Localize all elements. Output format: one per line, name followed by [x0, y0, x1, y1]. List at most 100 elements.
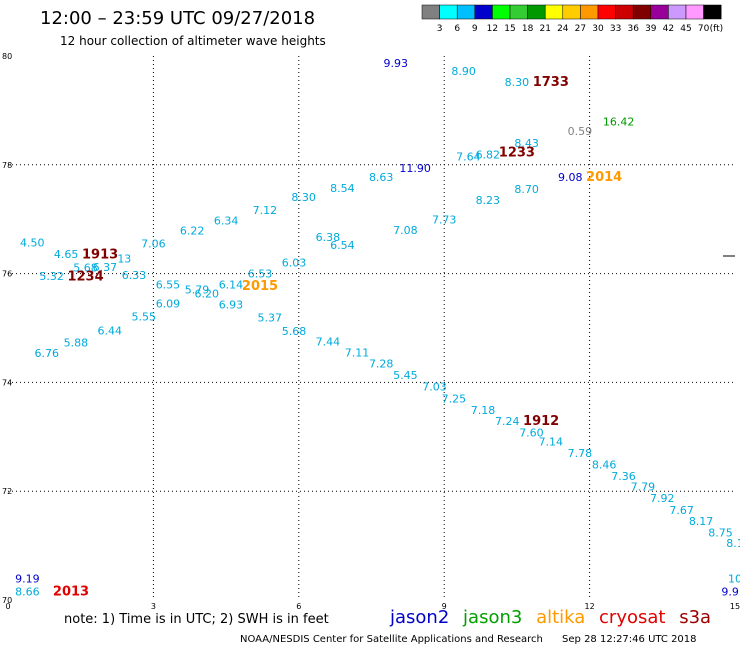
x-tick-label: 0 [5, 602, 10, 611]
wave-height-label: 7.06 [141, 237, 166, 250]
chart-title: 12:00 – 23:59 UTC 09/27/2018 [40, 8, 316, 29]
wave-height-label: 7.08 [393, 224, 418, 237]
wave-height-label: 7.25 [442, 393, 467, 406]
time-label: 1912 [523, 414, 559, 429]
wave-height-label: 7.28 [369, 358, 394, 371]
legend-swatch [632, 4, 652, 20]
time-label: 1733 [533, 75, 569, 90]
y-tick-label: 80 [2, 52, 12, 61]
wave-height-label: 6.37 [93, 261, 118, 274]
legend-tick-label: 21 [539, 24, 550, 34]
wave-height-label: 8.30 [505, 76, 530, 89]
y-tick-label: 74 [2, 378, 12, 387]
wave-height-label: 8.46 [592, 458, 617, 471]
wave-height-label: 9.93 [383, 57, 408, 70]
wave-height-label: 8.17 [689, 515, 714, 528]
wave-height-label: 7.44 [316, 335, 341, 348]
wave-height-label: 6.93 [219, 298, 244, 311]
time-label: 1234 [67, 270, 103, 285]
wave-height-label: 9.08 [558, 171, 583, 184]
legend-swatch [580, 4, 599, 20]
legend-tick-label: 18 [522, 24, 534, 34]
legend-tick-label: 45 [680, 24, 691, 34]
wave-height-label: 7.24 [495, 415, 520, 428]
wave-height-label: 5.55 [131, 310, 156, 323]
wave-height-label: 7.67 [669, 504, 694, 517]
satellite-legend: jason2 jason3 altika cryosat s3a [390, 607, 719, 628]
wave-height-label: 5.88 [64, 336, 89, 349]
wave-height-label: 7.36 [611, 470, 636, 483]
wave-height-label: 6.53 [248, 267, 273, 280]
wave-height-label: 6.34 [214, 215, 239, 228]
legend-tick-label: 9 [472, 24, 478, 34]
legend-swatch [544, 4, 564, 20]
legend-swatch [668, 4, 687, 20]
wave-height-label: 6.09 [156, 297, 181, 310]
wave-height-label: 8.23 [476, 194, 501, 207]
legend-swatch [509, 4, 528, 20]
legend-swatch [456, 4, 476, 20]
y-tick-label: 76 [2, 270, 12, 279]
legend-tick-label: 24 [557, 24, 569, 34]
wave-height-label: 13 [117, 253, 131, 266]
footer: NOAA/NESDIS Center for Satellite Applica… [240, 634, 697, 645]
wave-height-label: 6.14 [219, 278, 244, 291]
legend-swatch [474, 4, 493, 20]
satellite-cryosat: cryosat [599, 607, 666, 628]
time-label: 2014 [586, 170, 622, 185]
wave-height-label: 10 [728, 573, 740, 586]
wave-height-label: 8.75 [708, 526, 733, 539]
wave-height-label: 7.60 [519, 426, 544, 439]
wave-height-label: 6.38 [316, 231, 341, 244]
legend-swatch [492, 4, 511, 20]
satellite-s3a: s3a [679, 607, 712, 628]
wave-height-label: 6.03 [282, 257, 307, 270]
wave-height-label: 6.20 [194, 288, 219, 301]
x-tick-label: 6 [296, 602, 301, 611]
wave-height-label: 8.54 [330, 182, 355, 195]
wave-height-label: 7.92 [650, 492, 675, 505]
time-label: 2013 [53, 585, 89, 600]
wave-height-label: 9.9 [721, 586, 739, 599]
legend-swatch [703, 4, 722, 20]
wave-height-label: 9.19 [15, 573, 40, 586]
wave-height-label: 0.59 [568, 125, 593, 138]
wave-height-label: 11.90 [399, 162, 431, 175]
footer-timestamp: Sep 28 12:27:46 UTC 2018 [562, 634, 697, 645]
wave-height-label: 4.50 [20, 236, 45, 249]
wave-height-label: 7.03 [422, 381, 447, 394]
wave-height-label: 6.22 [180, 224, 205, 237]
legend-tick-label: 6 [454, 24, 460, 34]
wave-height-label: 8.90 [451, 65, 476, 78]
legend-swatch [439, 4, 458, 20]
x-tick-label: 3 [151, 602, 156, 611]
chart-grid [8, 56, 735, 600]
wave-height-label: 7.78 [568, 447, 593, 460]
wave-height-label: 6.33 [122, 269, 147, 282]
legend-tick-label: 39 [645, 24, 657, 34]
legend-swatch [421, 4, 440, 20]
wave-height-label: 5.79 [185, 284, 210, 297]
legend-swatch [650, 4, 669, 20]
time-label: 1913 [82, 247, 118, 262]
satellite-jason3: jason3 [463, 607, 523, 628]
wave-height-label: 7.12 [253, 204, 278, 217]
wave-height-label: 8.1 [726, 537, 740, 550]
wave-height-label: 8.43 [514, 137, 539, 150]
wave-height-label: 6.76 [35, 347, 60, 360]
legend-tick-label: 3 [437, 24, 443, 34]
y-tick-label: 70 [2, 596, 12, 605]
satellite-jason2: jason2 [390, 607, 450, 628]
wave-height-label: 6.54 [330, 239, 355, 252]
wave-height-label: 7.64 [456, 150, 481, 163]
legend-tick-label: 36 [627, 24, 639, 34]
x-tick-label: 12 [585, 602, 595, 611]
wave-height-label: 6.55 [156, 278, 181, 291]
footer-credit: NOAA/NESDIS Center for Satellite Applica… [240, 634, 543, 645]
wave-height-label: 7.11 [345, 346, 370, 359]
wave-height-label: 7.14 [539, 436, 564, 449]
satellite-altika: altika [536, 607, 586, 628]
legend-unit-label: (ft) [710, 24, 724, 34]
time-label: 2015 [242, 279, 278, 294]
